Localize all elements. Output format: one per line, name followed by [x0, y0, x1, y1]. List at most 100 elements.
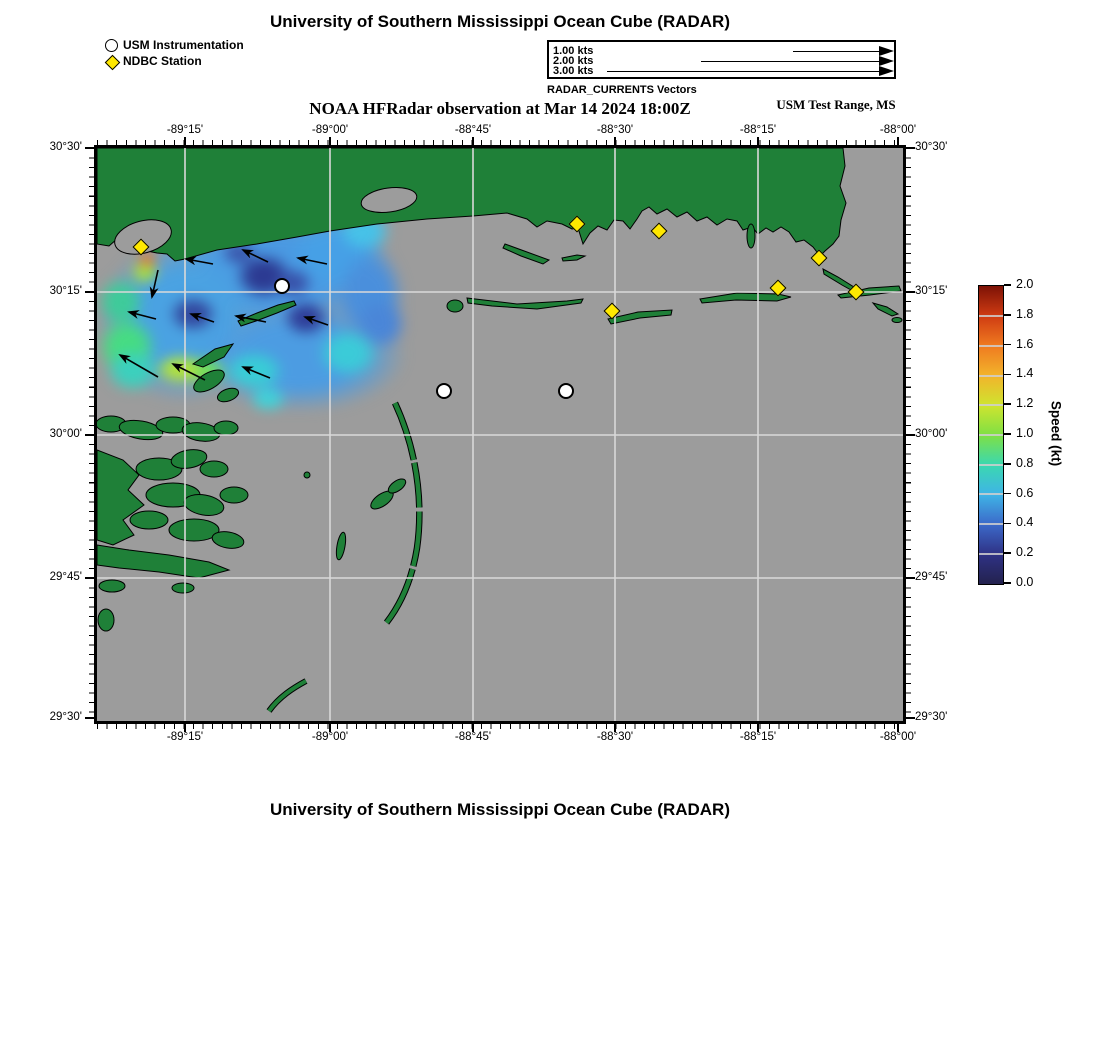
lat-tick-label: 29°45' — [915, 571, 948, 583]
ndbc-station-marker — [568, 215, 586, 233]
lat-major-tick — [85, 147, 94, 149]
vector-scale-1kt-arrow — [793, 50, 881, 53]
vector-scale-3kt-label: 3.00 kts — [553, 65, 594, 77]
lon-tick-label: -89°00' — [311, 124, 349, 136]
ndbc-station-marker — [847, 283, 865, 301]
usm-instrumentation-marker — [558, 383, 575, 400]
current-vector-layer — [118, 249, 329, 381]
arrowhead-icon — [879, 66, 894, 76]
lon-major-tick — [614, 724, 616, 732]
lat-major-tick — [906, 434, 915, 436]
legend-ndbc-label: NDBC Station — [123, 54, 202, 68]
lat-major-tick — [906, 147, 915, 149]
test-range-label: USM Test Range, MS — [776, 97, 896, 112]
lon-tick-label: -88°30' — [596, 124, 634, 136]
lon-tick-label: -89°15' — [166, 124, 204, 136]
lon-major-tick — [329, 137, 331, 145]
current-vector-arrow — [241, 366, 271, 379]
left-minor-ticks — [89, 148, 94, 718]
colorbar-tick — [1004, 582, 1011, 584]
lat-major-tick — [85, 577, 94, 579]
vector-scale-2kt-arrow — [701, 60, 881, 63]
right-minor-ticks — [906, 148, 911, 718]
coastline-land-layer — [97, 148, 903, 721]
current-vector-arrow — [241, 249, 269, 263]
ndbc-station-marker — [650, 222, 668, 240]
lat-tick-label: 30°15' — [49, 285, 82, 297]
lat-major-tick — [85, 434, 94, 436]
colorbar-tick — [1004, 433, 1011, 435]
current-vector-arrow — [303, 316, 329, 326]
usm-instrumentation-icon — [105, 39, 118, 52]
colorbar-tick-label: 1.6 — [1016, 336, 1034, 351]
colorbar-tick-label: 0.2 — [1016, 545, 1034, 560]
lon-major-tick — [897, 724, 899, 732]
ndbc-station-icon — [104, 54, 121, 71]
usm-instrumentation-marker — [436, 383, 453, 400]
ndbc-station-marker — [603, 302, 621, 320]
observation-subtitle: NOAA HFRadar observation at Mar 14 2024 … — [309, 99, 691, 118]
lon-tick-label: -89°15' — [166, 731, 204, 743]
arrowhead-icon — [879, 46, 894, 56]
colorbar-tick-label: 0.6 — [1016, 485, 1034, 500]
speed-colorbar — [978, 285, 1004, 585]
map-plot-area — [94, 145, 906, 724]
lon-major-tick — [329, 724, 331, 732]
lon-tick-label: -88°45' — [454, 124, 492, 136]
lat-tick-label: 29°30' — [915, 711, 948, 723]
ndbc-station-marker — [769, 279, 787, 297]
current-vector-arrow — [171, 363, 206, 381]
lat-tick-label: 30°30' — [915, 141, 948, 153]
lat-major-tick — [906, 291, 915, 293]
figure-footer-title: University of Southern Mississippi Ocean… — [269, 800, 730, 819]
colorbar-tick-label: 1.0 — [1016, 426, 1034, 440]
legend-usm-label: USM Instrumentation — [123, 38, 244, 52]
lat-tick-label: 30°00' — [915, 428, 948, 440]
colorbar-tick — [1004, 552, 1011, 554]
ndbc-station-marker — [810, 249, 828, 267]
lon-major-tick — [472, 724, 474, 732]
current-speed-field — [97, 148, 903, 721]
colorbar-tick-label: 0.0 — [1016, 575, 1034, 589]
station-marker-layer — [97, 148, 903, 721]
lon-tick-label: -88°15' — [739, 731, 777, 743]
lat-major-tick — [85, 291, 94, 293]
colorbar-tick — [1004, 403, 1011, 405]
colorbar-tick — [1004, 373, 1011, 376]
lon-major-tick — [184, 137, 186, 145]
colorbar-tick — [1004, 284, 1011, 286]
colorbar-tick-label: 1.4 — [1016, 366, 1034, 381]
colorbar-axis-title: Speed (kt) — [1048, 400, 1064, 467]
lon-tick-label: -88°30' — [596, 731, 634, 743]
lon-tick-label: -88°00' — [879, 731, 917, 743]
lon-major-tick — [897, 137, 899, 145]
lon-tick-label: -89°00' — [311, 731, 349, 743]
lon-major-tick — [757, 137, 759, 145]
colorbar-tick — [1004, 343, 1011, 346]
colorbar-tick-label: 0.8 — [1016, 455, 1034, 470]
current-vector-arrow — [189, 313, 215, 323]
lon-major-tick — [614, 137, 616, 145]
lon-tick-label: -88°00' — [879, 124, 917, 136]
lat-tick-label: 30°30' — [49, 141, 82, 153]
vector-scale-box: 1.00 kts 2.00 kts 3.00 kts — [547, 40, 896, 79]
colorbar-tick — [1004, 492, 1011, 495]
current-vector-arrow — [296, 255, 328, 265]
vector-scale-1kt-label: 1.00 kts — [553, 45, 594, 57]
lat-major-tick — [85, 717, 94, 719]
vector-scale-2kt-label: 2.00 kts — [553, 55, 594, 67]
lat-major-tick — [906, 717, 915, 719]
lat-tick-label: 29°30' — [49, 711, 82, 723]
lat-tick-label: 30°15' — [915, 285, 948, 297]
current-vector-arrow — [149, 269, 159, 299]
vector-scale-3kt-arrow — [607, 70, 881, 73]
bottom-minor-ticks — [97, 724, 903, 729]
colorbar-tick-label: 1.2 — [1016, 396, 1034, 411]
colorbar-tick-label: 0.4 — [1016, 515, 1034, 530]
figure-title: University of Southern Mississippi Ocean… — [269, 12, 730, 31]
lon-major-tick — [472, 137, 474, 145]
colorbar-tick-label: 1.8 — [1016, 306, 1034, 321]
current-vector-arrow — [184, 256, 214, 266]
current-vector-arrow — [127, 310, 157, 320]
